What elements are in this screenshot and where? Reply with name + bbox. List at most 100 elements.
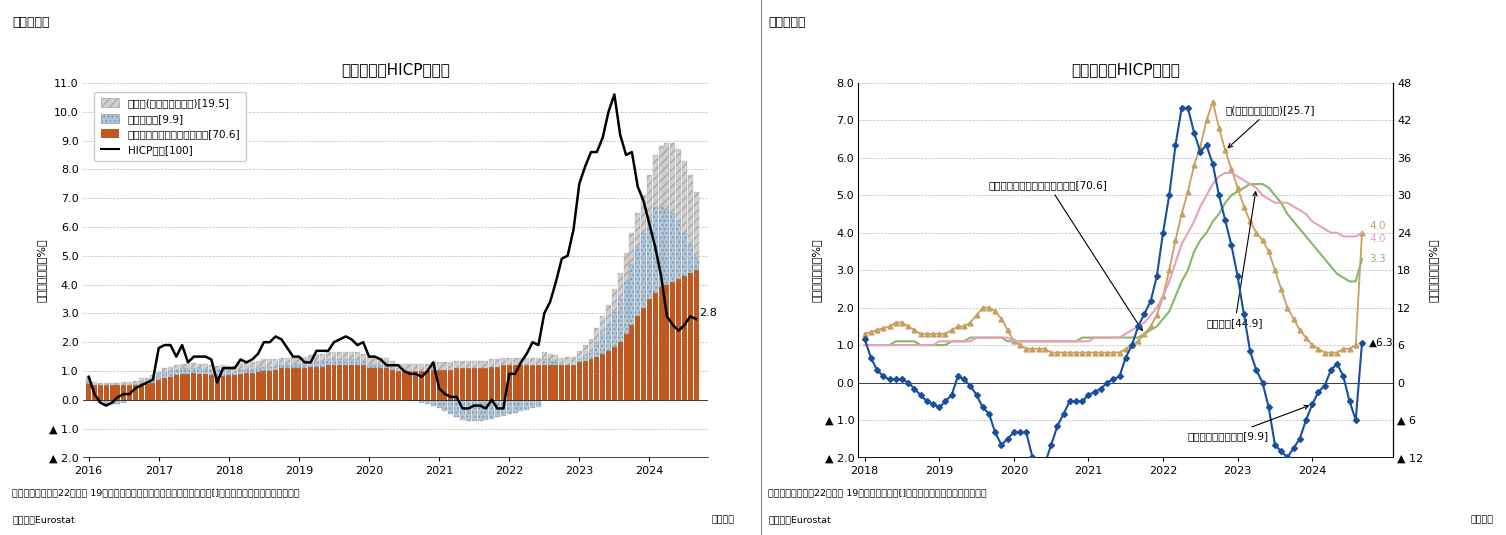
Bar: [623, 333, 628, 400]
Bar: [501, 365, 506, 400]
Bar: [151, 380, 155, 383]
Bar: [220, 365, 226, 370]
Bar: [589, 339, 593, 351]
Bar: [583, 361, 587, 400]
Bar: [297, 357, 301, 364]
Bar: [402, 371, 407, 400]
Bar: [291, 364, 295, 368]
Bar: [203, 374, 208, 400]
Bar: [437, 400, 441, 408]
Bar: [413, 364, 419, 371]
Bar: [151, 376, 155, 380]
Bar: [489, 400, 494, 418]
Bar: [145, 384, 149, 400]
Bar: [366, 357, 372, 364]
Bar: [670, 282, 675, 400]
Bar: [682, 160, 687, 233]
Bar: [413, 371, 419, 400]
Bar: [648, 299, 652, 400]
Bar: [554, 355, 559, 362]
Bar: [477, 361, 482, 368]
Bar: [559, 358, 565, 365]
Bar: [244, 373, 248, 400]
Bar: [577, 351, 581, 360]
Bar: [122, 382, 127, 385]
Bar: [331, 352, 336, 360]
Bar: [605, 325, 611, 351]
Bar: [642, 233, 646, 308]
Bar: [554, 362, 559, 365]
Bar: [437, 362, 441, 370]
Bar: [611, 347, 617, 400]
Bar: [279, 368, 285, 400]
Bar: [431, 370, 435, 400]
Bar: [238, 363, 242, 370]
Bar: [577, 360, 581, 362]
Bar: [145, 378, 149, 381]
Text: （資料）Eurostat: （資料）Eurostat: [12, 515, 75, 524]
Bar: [116, 383, 120, 385]
Bar: [384, 365, 389, 368]
Bar: [244, 370, 248, 373]
Bar: [465, 361, 471, 368]
Bar: [648, 218, 652, 299]
Bar: [325, 352, 331, 360]
Bar: [648, 175, 652, 218]
Bar: [512, 365, 518, 400]
Bar: [197, 364, 202, 368]
Bar: [163, 368, 167, 372]
Bar: [419, 364, 425, 371]
Bar: [98, 400, 102, 403]
Bar: [413, 400, 419, 401]
Bar: [116, 385, 120, 400]
Bar: [309, 355, 313, 362]
Bar: [518, 358, 524, 365]
Bar: [355, 352, 360, 360]
Bar: [273, 370, 279, 400]
Bar: [86, 380, 92, 384]
Bar: [402, 364, 407, 371]
Bar: [226, 366, 232, 372]
Text: 財(エネルギー除く)[25.7]: 財(エネルギー除く)[25.7]: [1226, 105, 1315, 148]
Bar: [325, 360, 331, 365]
Bar: [169, 371, 173, 377]
Bar: [636, 316, 640, 400]
Bar: [530, 365, 535, 400]
Bar: [238, 374, 242, 400]
Text: エネルギーと飲食料を除く総合[70.6]: エネルギーと飲食料を除く総合[70.6]: [989, 180, 1142, 331]
Bar: [256, 361, 261, 368]
Bar: [262, 366, 267, 371]
Bar: [291, 368, 295, 400]
Bar: [658, 207, 664, 287]
Bar: [319, 366, 325, 400]
Bar: [542, 365, 547, 400]
Bar: [518, 365, 524, 400]
Y-axis label: （前年同月比、%）: （前年同月比、%）: [1429, 239, 1438, 302]
Bar: [372, 368, 378, 400]
Bar: [297, 368, 301, 400]
Bar: [220, 376, 226, 400]
Bar: [319, 354, 325, 361]
Bar: [605, 305, 611, 325]
Bar: [688, 175, 693, 244]
Text: （注）ユーロ圏は22年まで 19か国のデータ、[]内は総合指数に対するウェイト: （注）ユーロ圏は22年まで 19か国のデータ、[]内は総合指数に対するウェイト: [768, 488, 986, 498]
Bar: [122, 385, 127, 400]
Bar: [489, 360, 494, 366]
Bar: [291, 357, 295, 364]
Bar: [220, 370, 226, 376]
Bar: [337, 365, 342, 400]
Bar: [396, 364, 401, 371]
Bar: [630, 233, 634, 264]
Bar: [313, 361, 319, 366]
Bar: [542, 360, 547, 365]
Bar: [601, 333, 605, 354]
Bar: [437, 370, 441, 400]
Bar: [343, 352, 348, 360]
Bar: [536, 365, 541, 400]
Bar: [682, 276, 687, 400]
Bar: [157, 372, 161, 376]
Bar: [595, 342, 599, 357]
Bar: [191, 368, 196, 373]
Bar: [595, 357, 599, 400]
Bar: [449, 400, 453, 414]
